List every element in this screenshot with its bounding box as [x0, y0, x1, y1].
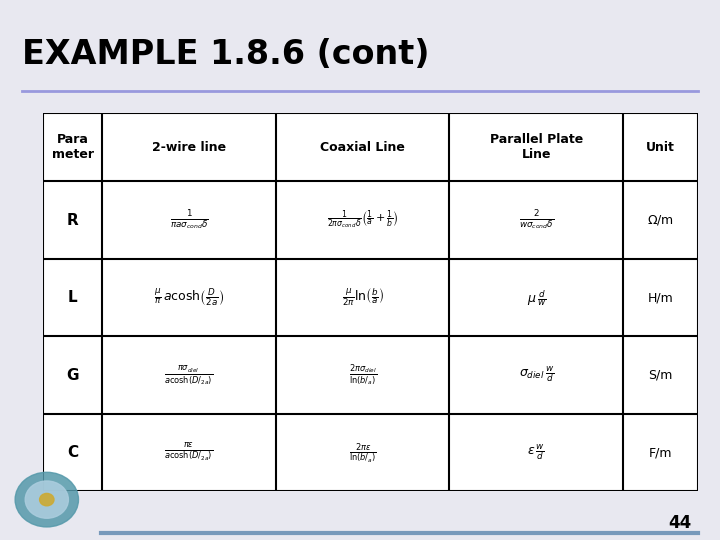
Text: $\mu\,\frac{d}{w}$: $\mu\,\frac{d}{w}$ — [526, 288, 546, 308]
Text: G: G — [66, 368, 79, 383]
Text: $\frac{1}{2\pi\sigma_{cond}\delta}\left(\frac{1}{a}+\frac{1}{b}\right)$: $\frac{1}{2\pi\sigma_{cond}\delta}\left(… — [327, 209, 398, 231]
Text: C: C — [67, 445, 78, 460]
Text: S/m: S/m — [649, 369, 673, 382]
Text: Unit: Unit — [647, 141, 675, 154]
Text: $\varepsilon\,\frac{w}{d}$: $\varepsilon\,\frac{w}{d}$ — [527, 443, 545, 463]
Text: $\frac{2}{w\sigma_{cond}\delta}$: $\frac{2}{w\sigma_{cond}\delta}$ — [518, 208, 554, 232]
Text: 2-wire line: 2-wire line — [152, 141, 226, 154]
Text: F/m: F/m — [649, 446, 672, 459]
Text: H/m: H/m — [648, 291, 674, 304]
Text: EXAMPLE 1.8.6 (cont): EXAMPLE 1.8.6 (cont) — [22, 38, 429, 71]
Text: Coaxial Line: Coaxial Line — [320, 141, 405, 154]
Text: L: L — [68, 290, 78, 305]
Text: $\frac{2\pi\varepsilon}{\ln\!\left(b/_{a}\right)}$: $\frac{2\pi\varepsilon}{\ln\!\left(b/_{a… — [348, 441, 377, 464]
Circle shape — [25, 481, 68, 518]
Text: 44: 44 — [668, 514, 691, 532]
Text: Para
meter: Para meter — [52, 133, 94, 161]
Text: $\frac{1}{\pi a \sigma_{cond} \delta}$: $\frac{1}{\pi a \sigma_{cond} \delta}$ — [170, 208, 208, 232]
Text: $\frac{\mu}{2\pi}\ln\!\left(\frac{b}{a}\right)$: $\frac{\mu}{2\pi}\ln\!\left(\frac{b}{a}\… — [341, 287, 384, 308]
Text: $\frac{\pi\sigma_{diel}}{a\cosh\!\left(D/_{2a}\right)}$: $\frac{\pi\sigma_{diel}}{a\cosh\!\left(D… — [164, 364, 214, 387]
Text: $\Omega$/m: $\Omega$/m — [647, 213, 674, 227]
Text: R: R — [67, 213, 78, 228]
Text: $\frac{\mu}{\pi}\,a\cosh\!\left(\frac{D}{2a}\right)$: $\frac{\mu}{\pi}\,a\cosh\!\left(\frac{D}… — [154, 287, 224, 308]
Text: $\sigma_{diel}\,\frac{w}{d}$: $\sigma_{diel}\,\frac{w}{d}$ — [518, 365, 554, 385]
Circle shape — [40, 494, 54, 506]
Text: $\frac{2\pi\sigma_{diel}}{\ln\!\left(b/_{a}\right)}$: $\frac{2\pi\sigma_{diel}}{\ln\!\left(b/_… — [348, 362, 377, 388]
Text: $\frac{\pi\varepsilon}{a\cosh\!\left(D/_{2a}\right)}$: $\frac{\pi\varepsilon}{a\cosh\!\left(D/_… — [164, 442, 214, 463]
FancyBboxPatch shape — [37, 110, 705, 495]
Text: Parallel Plate
Line: Parallel Plate Line — [490, 133, 583, 161]
Circle shape — [15, 472, 78, 527]
